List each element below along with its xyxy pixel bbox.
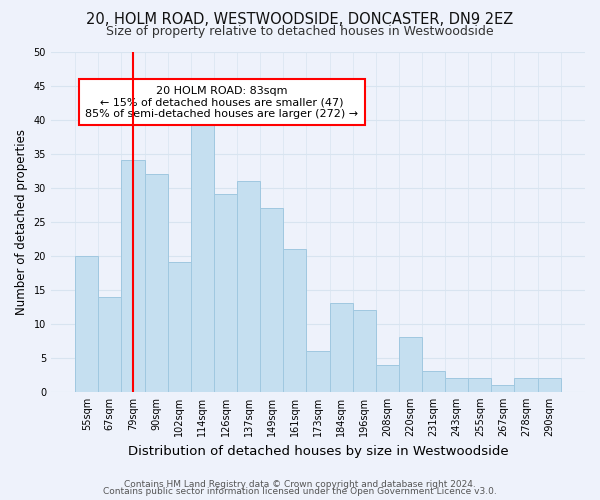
Bar [468, 378, 491, 392]
Bar [145, 174, 167, 392]
Text: Size of property relative to detached houses in Westwoodside: Size of property relative to detached ho… [106, 25, 494, 38]
Bar [399, 338, 422, 392]
Bar [98, 296, 121, 392]
Bar [329, 304, 353, 392]
Bar [260, 208, 283, 392]
Bar [491, 385, 514, 392]
Bar [121, 160, 145, 392]
Y-axis label: Number of detached properties: Number of detached properties [15, 128, 28, 314]
Bar [353, 310, 376, 392]
Bar [283, 249, 307, 392]
Text: Contains public sector information licensed under the Open Government Licence v3: Contains public sector information licen… [103, 488, 497, 496]
Bar [445, 378, 468, 392]
Bar [214, 194, 237, 392]
Bar [538, 378, 561, 392]
Bar [191, 120, 214, 392]
Text: 20 HOLM ROAD: 83sqm
← 15% of detached houses are smaller (47)
85% of semi-detach: 20 HOLM ROAD: 83sqm ← 15% of detached ho… [85, 86, 358, 118]
Bar [237, 181, 260, 392]
Bar [307, 351, 329, 392]
Text: 20, HOLM ROAD, WESTWOODSIDE, DONCASTER, DN9 2EZ: 20, HOLM ROAD, WESTWOODSIDE, DONCASTER, … [86, 12, 514, 28]
Bar [422, 372, 445, 392]
Bar [167, 262, 191, 392]
Bar [75, 256, 98, 392]
Text: Contains HM Land Registry data © Crown copyright and database right 2024.: Contains HM Land Registry data © Crown c… [124, 480, 476, 489]
X-axis label: Distribution of detached houses by size in Westwoodside: Distribution of detached houses by size … [128, 444, 508, 458]
Bar [514, 378, 538, 392]
Bar [376, 364, 399, 392]
